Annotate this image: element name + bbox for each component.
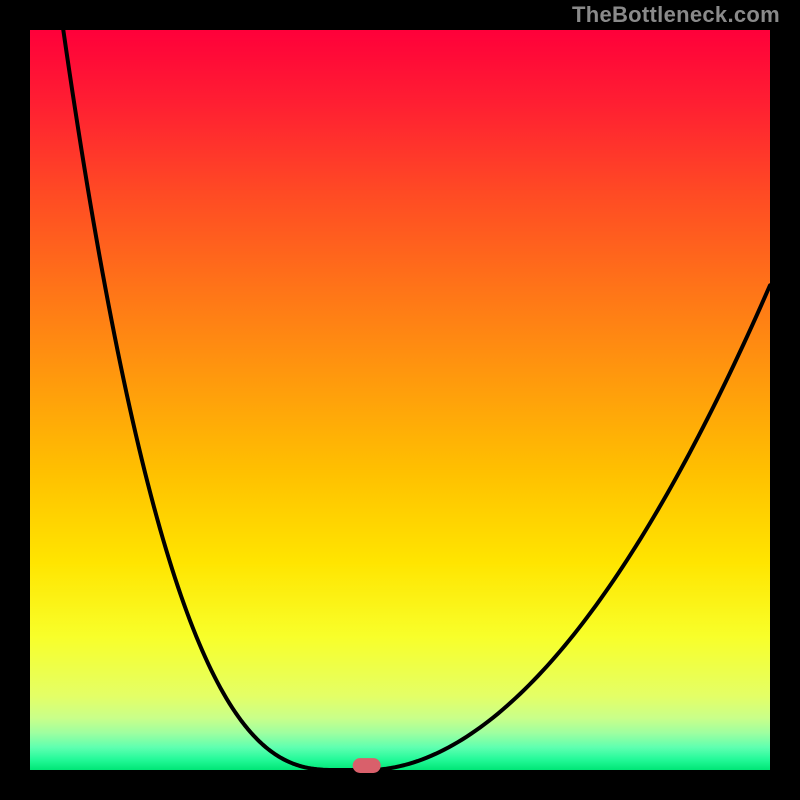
bottleneck-chart: [0, 0, 800, 800]
optimal-point-marker: [353, 758, 381, 773]
plot-gradient-area: [30, 30, 770, 770]
watermark-text: TheBottleneck.com: [572, 2, 780, 28]
